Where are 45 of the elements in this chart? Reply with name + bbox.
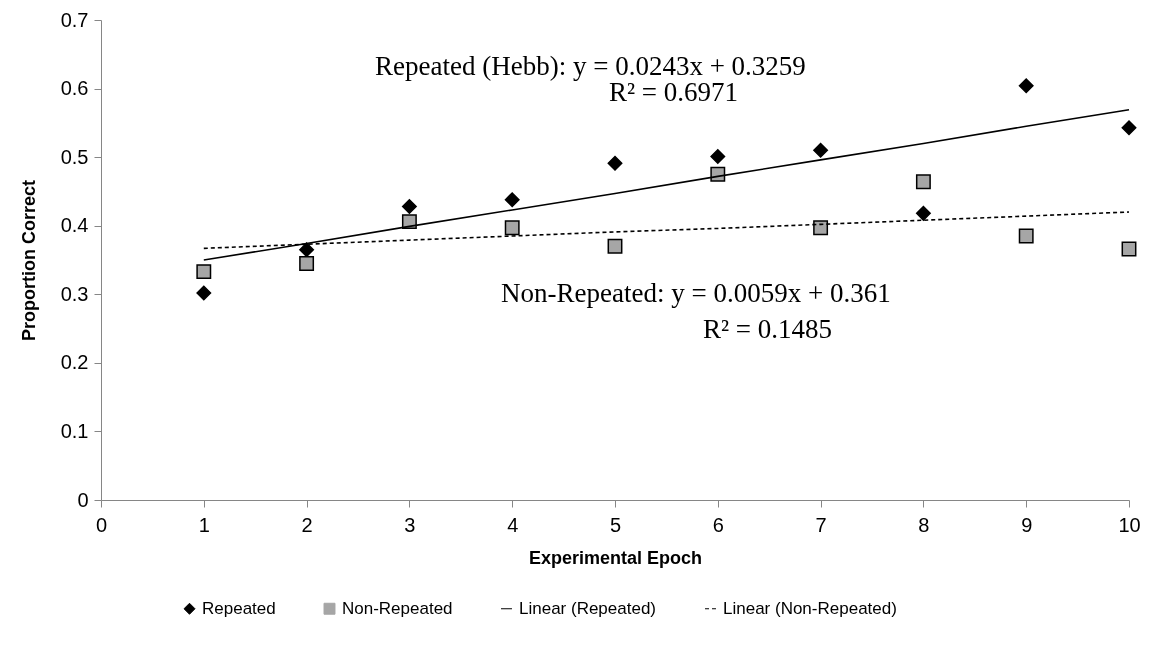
legend-label: Linear (Repeated) [519,598,657,618]
point [607,155,623,171]
point [607,238,623,254]
y-tick-label: 0.7 [60,8,89,31]
y-tick-label: 0 [77,488,89,511]
point [401,199,417,214]
annotation: R² = 0.1485 [703,314,833,344]
y-tick-label: 0.5 [60,145,89,168]
x-tick-label: 6 [712,513,724,536]
point [504,220,520,236]
point [813,220,829,236]
y-tick-label: 0.6 [60,77,89,100]
x-tick-label: 2 [301,513,313,536]
y-tick-label: 0.2 [60,351,89,374]
x-tick-label: 3 [404,513,416,536]
y-tick-label: 0.3 [60,282,89,305]
line-series [203,109,1130,261]
legend-label: Repeated [202,598,276,618]
point [196,264,212,280]
point [299,242,315,258]
x-tick-label: 1 [198,513,210,536]
x-axis-title: Experimental Epoch [528,547,703,568]
point [299,255,315,271]
x-tick-label: 10 [1118,513,1141,536]
x-tick-label: 9 [1021,513,1033,536]
x-tick-label: 4 [507,513,519,536]
point [915,174,931,190]
point [196,285,212,301]
point [710,149,726,164]
point [813,142,829,158]
point [1121,120,1137,136]
point [1018,228,1034,244]
point [504,192,520,208]
legend-label: Non-Repeated [342,598,453,618]
x-tick-label: 8 [918,513,930,536]
y-axis-title: Proportion Correct [18,179,39,342]
point [1018,78,1034,94]
y-tick-label: 0.1 [60,419,89,442]
x-tick-label: 0 [95,513,108,536]
point [915,205,931,221]
annotation: Non-Repeated: y = 0.0059x + 0.361 [501,278,891,308]
legend-label: Linear (Non-Repeated) [723,598,897,618]
y-tick-label: 0.4 [60,214,89,237]
x-tick-label: 5 [609,513,622,536]
x-tick-label: 7 [815,513,827,536]
